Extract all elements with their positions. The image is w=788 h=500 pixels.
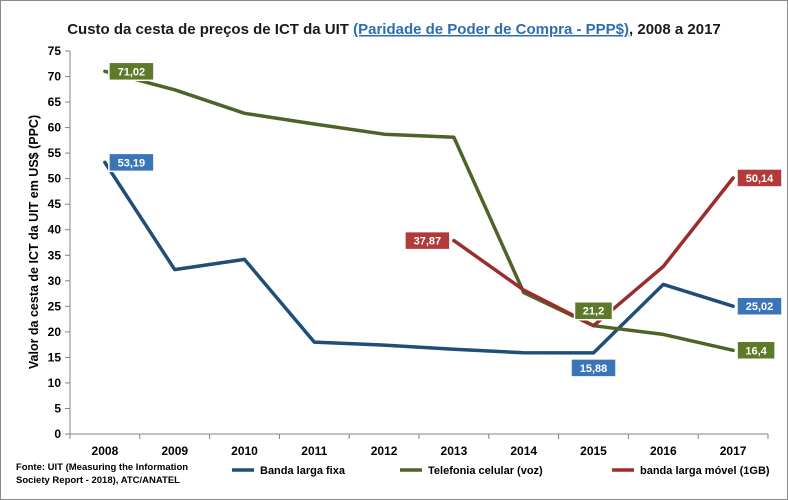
title-prefix: Custo da cesta de preços de ICT da UIT [67, 21, 353, 38]
data-label-text: 16,4 [745, 345, 767, 357]
legend-item-2: Telefonia celular (voz) [400, 465, 543, 477]
chart-title: Custo da cesta de preços de ICT da UIT (… [67, 21, 721, 38]
y-tick-label: 60 [48, 121, 62, 135]
data-label-series1-2015: 15,88 [570, 358, 617, 378]
data-label-series1-2008: 53,19 [108, 152, 155, 173]
data-label-series2-2015: 21,2 [573, 300, 614, 321]
series-lines [103, 69, 735, 355]
x-tick-label: 2012 [371, 444, 398, 458]
source-note-line1: Fonte: UIT (Measuring the Information [16, 462, 188, 473]
data-label-text: 15,88 [580, 363, 608, 375]
data-label-text: 53,19 [118, 157, 146, 169]
x-tick-label: 2015 [580, 444, 607, 458]
data-label-box [108, 61, 155, 82]
y-tick-label: 65 [48, 95, 62, 109]
data-label-box [404, 230, 451, 251]
y-tick-label: 15 [48, 350, 62, 364]
y-tick-label: 55 [48, 146, 62, 160]
legend-item-1: Banda larga fixa [232, 465, 346, 477]
data-label-series2-2008: 71,02 [108, 61, 155, 82]
y-tick-label: 50 [48, 172, 62, 186]
data-label-series3-2017: 50,14 [736, 168, 783, 188]
x-tick-label: 2016 [650, 444, 677, 458]
axes [65, 50, 769, 439]
x-tick-label: 2010 [231, 444, 258, 458]
y-tick-label: 30 [48, 274, 62, 288]
legend-label: Banda larga fixa [260, 465, 346, 477]
data-label-box [108, 152, 155, 173]
data-labels: 53,19 15,88 25,02 71,02 21,2 16,4 37,87 50,14 [108, 61, 783, 378]
source-note-line2: Society Report - 2018), ATC/ANATEL [16, 475, 180, 486]
x-tick-label: 2013 [441, 444, 468, 458]
data-label-text: 50,14 [746, 173, 774, 185]
series-line-1 [103, 160, 735, 355]
y-tick-label: 70 [48, 70, 62, 84]
data-label-text: 25,02 [746, 301, 774, 313]
series-line-3 [452, 176, 735, 328]
y-tick-label: 45 [48, 197, 62, 211]
data-label-text: 37,87 [414, 236, 442, 248]
legend-label: Telefonia celular (voz) [428, 465, 543, 477]
x-tick-label: 2014 [510, 444, 537, 458]
y-tick-label: 75 [48, 44, 62, 58]
y-tick-labels: 0 5 10 15 20 25 30 35 40 45 50 55 60 65 70 75 [48, 44, 62, 441]
x-tick-label: 2017 [720, 444, 747, 458]
y-tick-label: 25 [48, 299, 62, 313]
legend-label: banda larga móvel (1GB) [640, 465, 770, 477]
y-tick-label: 40 [48, 223, 62, 237]
y-axis-label: Valor da cesta de ICT da UIT em US$ (PPC… [27, 115, 41, 369]
data-label-box [736, 296, 783, 316]
legend-item-3: banda larga móvel (1GB) [612, 465, 770, 477]
legend: Banda larga fixa Telefonia celular (voz) b… [232, 465, 770, 477]
data-label-text: 21,2 [583, 306, 604, 318]
x-tick-label: 2011 [301, 444, 327, 458]
y-tick-label: 20 [48, 325, 62, 339]
title-link[interactable]: (Paridade de Poder de Compra - PPP$) [353, 21, 629, 38]
data-label-box [573, 300, 614, 321]
data-label-series2-2017: 16,4 [736, 340, 776, 361]
series-line-2 [103, 69, 735, 353]
data-label-series3-2013: 37,87 [404, 230, 451, 251]
data-label-box [570, 358, 617, 378]
y-tick-label: 5 [54, 401, 61, 415]
y-tick-label: 35 [48, 248, 62, 262]
y-tick-label: 10 [48, 376, 62, 390]
x-tick-label: 2009 [161, 444, 188, 458]
data-label-box [736, 340, 776, 361]
data-label-box [736, 168, 783, 188]
data-label-text: 71,02 [118, 66, 146, 78]
x-tick-label: 2008 [92, 444, 119, 458]
title-suffix: , 2008 a 2017 [629, 21, 721, 38]
data-label-series1-2017: 25,02 [736, 296, 783, 316]
y-tick-label: 0 [54, 427, 61, 441]
x-tick-labels: 2008 2009 2010 2011 2012 2013 2014 2015 2016 2017 [92, 444, 747, 458]
